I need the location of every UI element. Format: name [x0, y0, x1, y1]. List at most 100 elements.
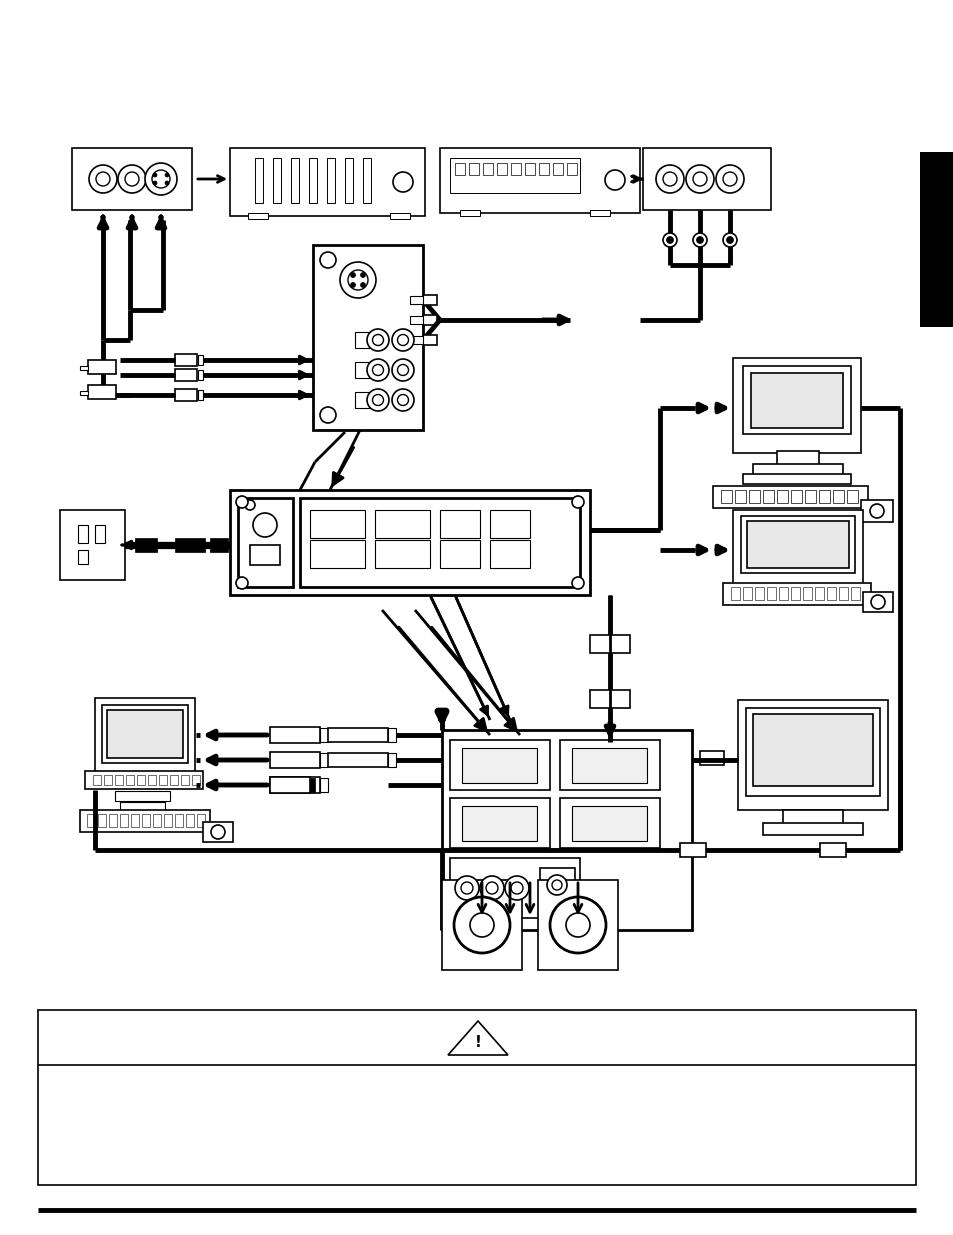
Circle shape — [245, 500, 254, 510]
Bar — [832, 490, 843, 503]
Circle shape — [118, 165, 146, 193]
Circle shape — [662, 172, 677, 186]
Bar — [722, 583, 870, 605]
Bar — [572, 806, 646, 841]
Bar — [748, 490, 760, 503]
Bar — [712, 487, 867, 508]
Bar — [181, 776, 189, 785]
Bar — [142, 814, 150, 827]
Bar — [776, 451, 818, 466]
Bar — [450, 158, 579, 193]
Circle shape — [392, 359, 414, 382]
Circle shape — [392, 329, 414, 351]
Circle shape — [572, 577, 583, 589]
Bar — [355, 391, 369, 408]
Bar — [742, 587, 751, 600]
Circle shape — [367, 389, 389, 411]
Circle shape — [152, 170, 170, 188]
Circle shape — [485, 882, 497, 894]
Circle shape — [350, 273, 355, 278]
Bar — [589, 635, 629, 653]
Bar — [846, 490, 857, 503]
Bar — [482, 163, 493, 175]
Circle shape — [552, 881, 561, 890]
Text: !: ! — [474, 1035, 481, 1051]
Bar — [410, 316, 422, 324]
Circle shape — [96, 172, 110, 186]
Bar — [790, 490, 801, 503]
Bar — [730, 587, 740, 600]
Bar — [490, 510, 530, 538]
Bar — [186, 814, 193, 827]
Bar — [78, 550, 88, 564]
Bar — [439, 510, 479, 538]
Bar — [98, 814, 106, 827]
Bar — [126, 776, 133, 785]
Bar — [270, 777, 319, 793]
Bar — [159, 776, 167, 785]
Bar — [642, 148, 770, 210]
Circle shape — [152, 173, 157, 177]
Bar — [319, 753, 328, 767]
Bar — [310, 540, 365, 568]
Circle shape — [397, 364, 408, 375]
Bar — [752, 714, 872, 785]
Bar — [299, 498, 579, 587]
Bar — [734, 490, 745, 503]
Circle shape — [319, 408, 335, 424]
Bar — [250, 545, 280, 564]
Circle shape — [89, 165, 117, 193]
Bar — [345, 158, 353, 203]
Bar — [720, 490, 731, 503]
Circle shape — [319, 252, 335, 268]
Bar — [738, 700, 887, 810]
Circle shape — [339, 262, 375, 298]
Bar — [327, 158, 335, 203]
Bar — [328, 727, 388, 742]
Bar — [60, 510, 125, 580]
Bar — [270, 727, 319, 743]
Bar — [237, 498, 293, 587]
Bar — [511, 163, 520, 175]
Circle shape — [722, 233, 737, 247]
Bar — [148, 776, 156, 785]
Bar — [170, 776, 178, 785]
Bar — [850, 587, 859, 600]
Circle shape — [367, 359, 389, 382]
Bar — [762, 490, 773, 503]
Circle shape — [372, 364, 383, 375]
Bar — [328, 753, 388, 767]
Bar — [192, 776, 200, 785]
Bar — [152, 814, 161, 827]
Circle shape — [479, 876, 503, 900]
Bar — [742, 474, 850, 484]
Bar — [319, 727, 328, 742]
Bar — [310, 778, 314, 792]
Circle shape — [253, 513, 276, 537]
Bar — [355, 362, 369, 378]
Bar — [355, 332, 369, 348]
Bar — [198, 354, 203, 366]
Bar — [439, 540, 479, 568]
Circle shape — [550, 897, 605, 953]
Circle shape — [504, 876, 529, 900]
Circle shape — [870, 595, 884, 609]
Circle shape — [393, 172, 413, 191]
Circle shape — [460, 882, 473, 894]
Bar — [80, 810, 210, 832]
Circle shape — [726, 236, 733, 243]
Bar — [135, 538, 157, 552]
Bar — [524, 163, 535, 175]
Bar — [861, 500, 892, 522]
Bar — [745, 708, 879, 797]
Bar — [826, 587, 835, 600]
Bar — [198, 370, 203, 380]
Bar — [469, 163, 478, 175]
Bar — [107, 710, 183, 758]
Bar — [115, 776, 123, 785]
Circle shape — [145, 163, 177, 195]
Bar — [38, 1010, 915, 1186]
Bar — [196, 814, 205, 827]
Bar — [87, 814, 95, 827]
Bar — [164, 814, 172, 827]
